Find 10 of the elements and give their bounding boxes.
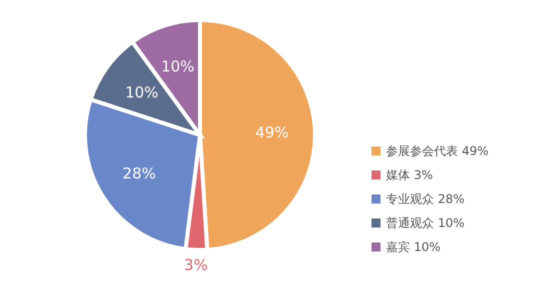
data-label: 3% (184, 256, 208, 274)
legend-label: 嘉宾 10% (386, 240, 440, 254)
data-label: 10% (161, 58, 194, 76)
legend-label: 普通观众 10% (386, 216, 464, 230)
legend-label: 参展参会代表 49% (386, 144, 488, 158)
data-label: 49% (255, 124, 289, 142)
data-label: 10% (125, 84, 158, 102)
legend-label: 媒体 3% (386, 168, 433, 182)
legend-label: 专业观众 28% (386, 192, 464, 206)
data-label: 28% (122, 164, 156, 183)
